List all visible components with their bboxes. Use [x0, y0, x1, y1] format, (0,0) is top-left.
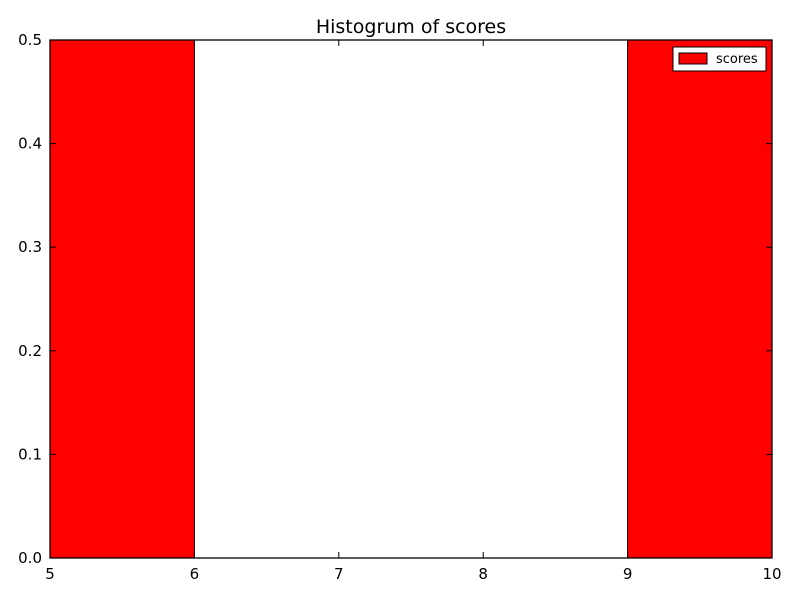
- legend-label-scores: scores: [716, 52, 758, 67]
- y-tick-label: 0.4: [18, 135, 42, 153]
- y-tick-label: 0.1: [18, 445, 42, 463]
- y-tick-label: 0.5: [18, 31, 42, 49]
- y-axis-tick-labels: 0.0 0.1 0.2 0.3 0.4 0.5: [18, 31, 42, 567]
- chart-title: Histogrum of scores: [316, 16, 506, 38]
- x-tick-label: 5: [45, 565, 55, 583]
- y-tick-label: 0.2: [18, 342, 42, 360]
- x-tick-label: 6: [190, 565, 200, 583]
- x-tick-label: 9: [623, 565, 633, 583]
- y-tick-label: 0.0: [18, 549, 42, 567]
- histogram-bars: [49, 39, 773, 559]
- legend: scores: [672, 46, 767, 72]
- x-axis-tick-labels: 5 6 7 8 9 10: [45, 565, 781, 583]
- x-tick-label: 7: [334, 565, 344, 583]
- x-tick-label: 10: [762, 565, 781, 583]
- histogram-bar: [627, 39, 773, 559]
- y-tick-label: 0.3: [18, 238, 42, 256]
- plot-area-frame: [49, 39, 773, 559]
- x-tick-label: 8: [478, 565, 488, 583]
- histogram-bar: [49, 39, 195, 559]
- axis-ticks: [49, 39, 773, 559]
- legend-swatch-scores: [678, 52, 708, 65]
